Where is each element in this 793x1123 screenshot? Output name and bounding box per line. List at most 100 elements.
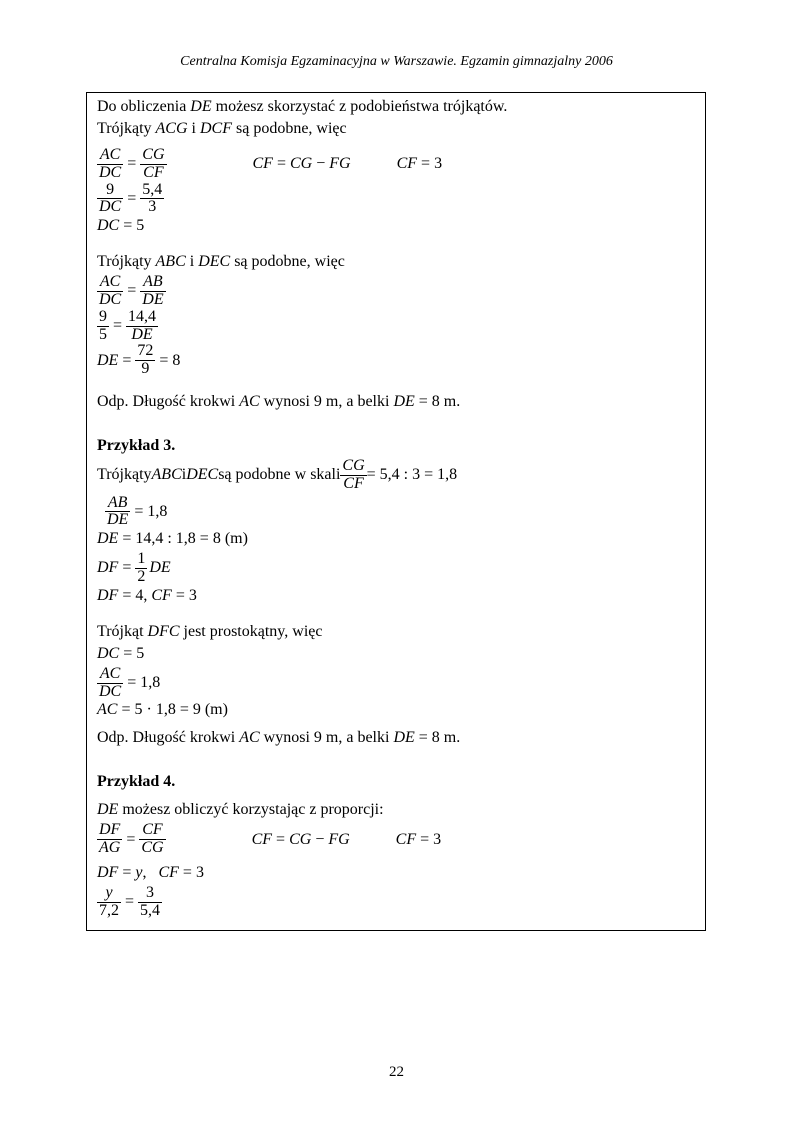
num: 14,4 [126,309,158,326]
den: DE [140,291,165,309]
var: DFC [148,623,180,640]
fraction: 72 9 [135,343,155,378]
ex4-vars: DF = y, CF = 3 [97,863,695,883]
fraction: 9 5 [97,309,109,344]
num: CG [340,458,366,475]
fraction: 3 5,4 [138,885,162,920]
var: FG [329,154,350,174]
var-acg: ACG [156,120,188,137]
var: ABC [156,253,186,270]
num: AB [140,274,165,291]
text: = 5,4 : 3 = 1,8 [367,465,458,485]
side-eq-result: CF = 3 [397,154,442,174]
text: możesz skorzystać z podobieństwa trójkąt… [212,98,508,115]
num: AC [97,147,123,164]
den: AG [97,839,122,857]
num: 3 [138,885,162,902]
equation-row-2: 9 DC = 5,4 3 [97,182,695,217]
num: AC [97,274,123,291]
text: są podobne, więc [232,120,347,137]
fraction: 1 2 [135,551,147,586]
var: DF [97,587,118,604]
den: DE [126,326,158,344]
answer-1: Odp. Długość krokwi AC wynosi 9 m, a bel… [97,392,695,412]
fraction: 14,4 DE [126,309,158,344]
num: y [97,885,121,902]
fraction: 5,4 3 [140,182,164,217]
similar-2: Trójkąty ABC i DEC są podobne, więc [97,252,695,272]
val: 4 [135,587,143,604]
fraction: CG CF [340,458,366,493]
var: CF [253,154,273,174]
num: CF [139,822,165,839]
intro-line-1: Do obliczenia DE możesz skorzystać z pod… [97,97,695,117]
ex3-df: DF = 1 2 DE [97,551,695,586]
ex3-eq1: AB DE = 1,8 [97,495,695,530]
fraction: DF AG [97,822,122,857]
text: są podobne, więc [230,253,345,270]
fraction: AB DE [105,495,130,530]
var: DE [149,558,170,578]
text: i [186,253,198,270]
var: AC [97,701,117,718]
var: CF [252,830,272,850]
ex3-acdc: AC DC = 1,8 [97,666,695,701]
text: Trójkąty [97,465,152,485]
ex3-dfcf: DF = 4, CF = 3 [97,586,695,606]
text: Do obliczenia [97,98,190,115]
var: DF [97,558,118,578]
var: DC [97,217,119,234]
page-number: 22 [0,1064,793,1081]
var-de: DE [190,98,211,115]
text: i [188,120,200,137]
equation-row-1: AC DC = CG CF CF = CG − FG CF = 3 [97,147,695,182]
var: DC [97,645,119,662]
den: 2 [135,568,147,586]
den: DE [105,511,130,529]
var: DE [393,729,414,746]
val: 3 [196,864,204,881]
val: 5 [136,645,144,662]
var: CF [158,864,178,881]
fraction: CF CG [139,822,165,857]
ex3-triangle: Trójkąt DFC jest prostokątny, więc [97,622,695,642]
val: 8 [172,351,180,371]
var: AC [239,393,259,410]
val: 14,4 : 1,8 = 8 (m) [135,530,248,547]
val: 3 [434,154,442,174]
num: DF [97,822,122,839]
var: DE [97,530,118,547]
side-eq-result: CF = 3 [396,830,441,850]
text: = 8 m. [415,729,460,746]
var: FG [328,830,349,850]
ex4-line1: DE możesz obliczyć korzystając z proporc… [97,800,695,820]
var: CF [396,830,416,850]
num: 9 [97,182,123,199]
var: CG [290,154,312,174]
ex3-line1: Trójkąty ABC i DEC są podobne w skali CG… [97,458,695,493]
den: 5 [97,326,109,344]
val: 5 · 1,8 = 9 (m) [134,701,227,718]
var-dcf: DCF [200,120,232,137]
num: 5,4 [140,182,164,199]
val: 1,8 [147,502,167,522]
fraction: AB DE [140,274,165,309]
fraction: CG CF [140,147,166,182]
den: 7,2 [97,902,121,920]
val: 3 [433,830,441,850]
var: CF [397,154,417,174]
den: 3 [140,198,164,216]
num: 72 [135,343,155,360]
var: DEC [198,253,230,270]
example-3-title: Przykład 3. [97,436,695,456]
den: CF [140,164,166,182]
num: AB [105,495,130,512]
var: ABC [152,465,182,485]
num: 1 [135,551,147,568]
ex3-dc: DC = 5 [97,644,695,664]
fraction: y 7,2 [97,885,121,920]
example-4-title: Przykład 4. [97,772,695,792]
text: Trójkąty [97,253,156,270]
den: DC [97,291,123,309]
text: Trójkąt [97,623,148,640]
